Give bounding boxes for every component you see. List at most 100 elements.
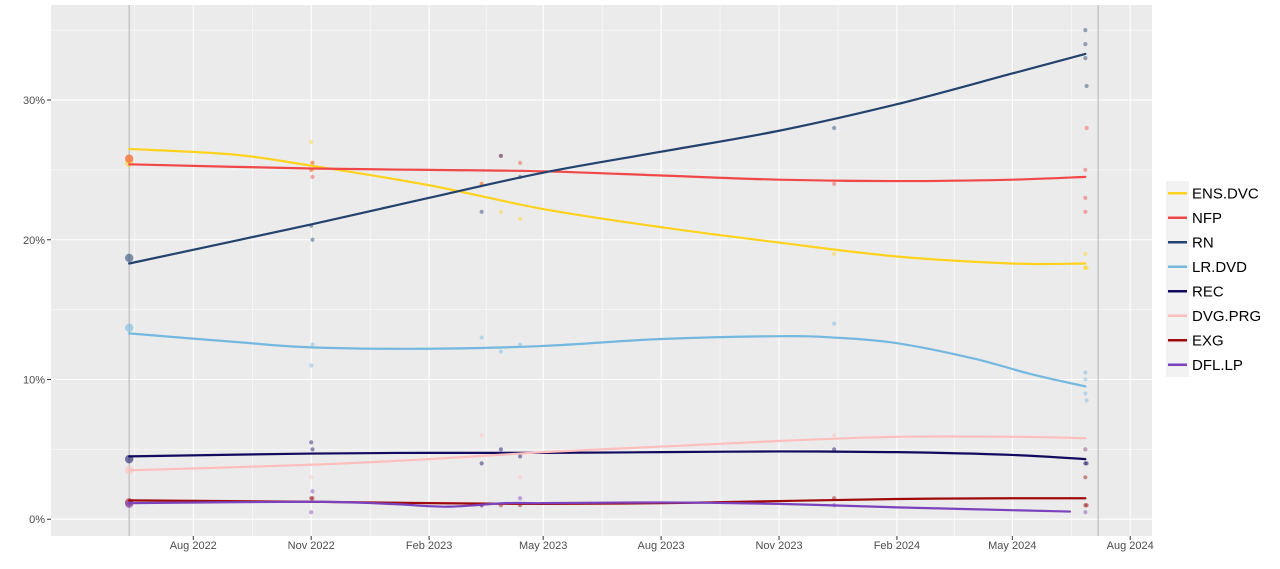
data-point	[498, 349, 503, 354]
x-tick-label: Feb 2023	[406, 540, 452, 552]
data-point	[1084, 503, 1089, 508]
data-point	[1083, 265, 1088, 270]
data-point	[1084, 461, 1089, 466]
data-point	[518, 160, 523, 166]
data-point	[1084, 398, 1089, 403]
data-point	[1083, 503, 1088, 508]
data-point	[1083, 370, 1088, 375]
data-point	[1083, 251, 1088, 256]
data-point	[479, 433, 484, 438]
data-point	[1083, 377, 1088, 382]
data-point	[498, 153, 503, 159]
data-point	[1084, 265, 1089, 270]
data-point	[832, 321, 837, 326]
data-point	[1083, 475, 1088, 480]
y-tick-label: 30%	[23, 95, 45, 107]
legend-label: RN	[1192, 234, 1214, 251]
y-tick-label: 0%	[29, 514, 45, 526]
trend-line-rec	[128, 450, 1087, 461]
minor-grid	[51, 5, 1152, 536]
data-point	[518, 216, 523, 221]
data-point	[832, 251, 837, 256]
data-point	[832, 125, 837, 131]
data-point	[1083, 209, 1088, 214]
data-point	[309, 363, 314, 368]
data-point	[310, 160, 315, 166]
data-point	[479, 335, 484, 340]
trend-line-ens-dvc	[128, 147, 1087, 266]
legend-label: NFP	[1192, 210, 1222, 227]
data-point	[832, 181, 837, 186]
trend-line-rn	[128, 52, 1087, 265]
reference-lines	[128, 5, 1099, 536]
data-point	[310, 342, 315, 347]
data-point	[310, 160, 315, 166]
trend-line-nfp	[128, 163, 1087, 183]
x-tick-label: Feb 2024	[874, 540, 920, 552]
data-point	[832, 447, 837, 452]
data-point	[479, 461, 484, 466]
data-point	[309, 510, 314, 515]
data-point	[124, 323, 134, 332]
data-point	[498, 209, 503, 214]
x-tick-label: Nov 2022	[288, 540, 335, 552]
x-tick-label: May 2024	[988, 540, 1036, 552]
legend-label: LR.DVD	[1192, 259, 1247, 276]
data-point	[479, 209, 484, 214]
data-point	[1083, 42, 1088, 47]
data-point	[518, 454, 523, 459]
data-point	[1083, 447, 1088, 452]
data-point	[518, 475, 523, 480]
data-point	[309, 440, 314, 445]
data-point	[124, 154, 134, 163]
data-point	[309, 496, 314, 501]
data-point	[124, 253, 134, 263]
legend-label: DFL.LP	[1192, 357, 1243, 374]
data-point	[1084, 83, 1089, 89]
data-point	[310, 489, 315, 494]
x-tick-label: Nov 2023	[755, 540, 802, 552]
trend-lines	[128, 52, 1087, 513]
legend-key-background	[1166, 181, 1189, 377]
data-point	[1083, 510, 1088, 515]
data-point	[310, 174, 315, 179]
trend-line-lr-dvd	[128, 332, 1087, 388]
x-tick-label: Aug 2023	[638, 540, 685, 552]
y-axis: 0% 10% 20% 30%	[23, 95, 51, 526]
data-point	[310, 496, 315, 501]
data-point	[518, 342, 523, 347]
data-point	[1084, 125, 1089, 131]
data-point	[1083, 265, 1088, 270]
data-point	[309, 475, 314, 480]
legend-label: ENS.DVC	[1192, 185, 1259, 202]
data-point	[309, 139, 314, 145]
data-point	[1083, 167, 1088, 172]
x-tick-label: May 2023	[519, 540, 567, 552]
data-point	[310, 237, 315, 242]
data-point	[1083, 391, 1088, 396]
data-point	[1083, 461, 1088, 466]
data-point	[1083, 195, 1088, 200]
data-point	[518, 496, 523, 501]
legend-label: REC	[1192, 283, 1224, 300]
data-point	[310, 447, 315, 452]
x-tick-label: Aug 2022	[170, 540, 217, 552]
y-tick-label: 10%	[23, 374, 45, 386]
x-tick-label: Aug 2024	[1107, 540, 1154, 552]
plot-panel	[51, 5, 1152, 536]
data-point	[1083, 56, 1088, 61]
legend-label: EXG	[1192, 332, 1224, 349]
data-point	[498, 153, 503, 159]
trend-line-dvg-prg	[128, 435, 1087, 472]
trend-line-dfl-lp	[128, 500, 1072, 513]
data-point	[1083, 447, 1088, 452]
x-axis: Aug 2022 Nov 2022 Feb 2023 May 2023 Aug 2023…	[170, 536, 1154, 552]
y-tick-label: 20%	[23, 235, 45, 247]
data-point	[498, 447, 503, 452]
legend-label: DVG.PRG	[1192, 308, 1261, 325]
data-point	[832, 433, 837, 438]
legend: ENS.DVC NFP RN LR.DVD REC DVG.PRG EXG DFL.LP	[1166, 181, 1261, 377]
data-point	[1083, 28, 1088, 33]
